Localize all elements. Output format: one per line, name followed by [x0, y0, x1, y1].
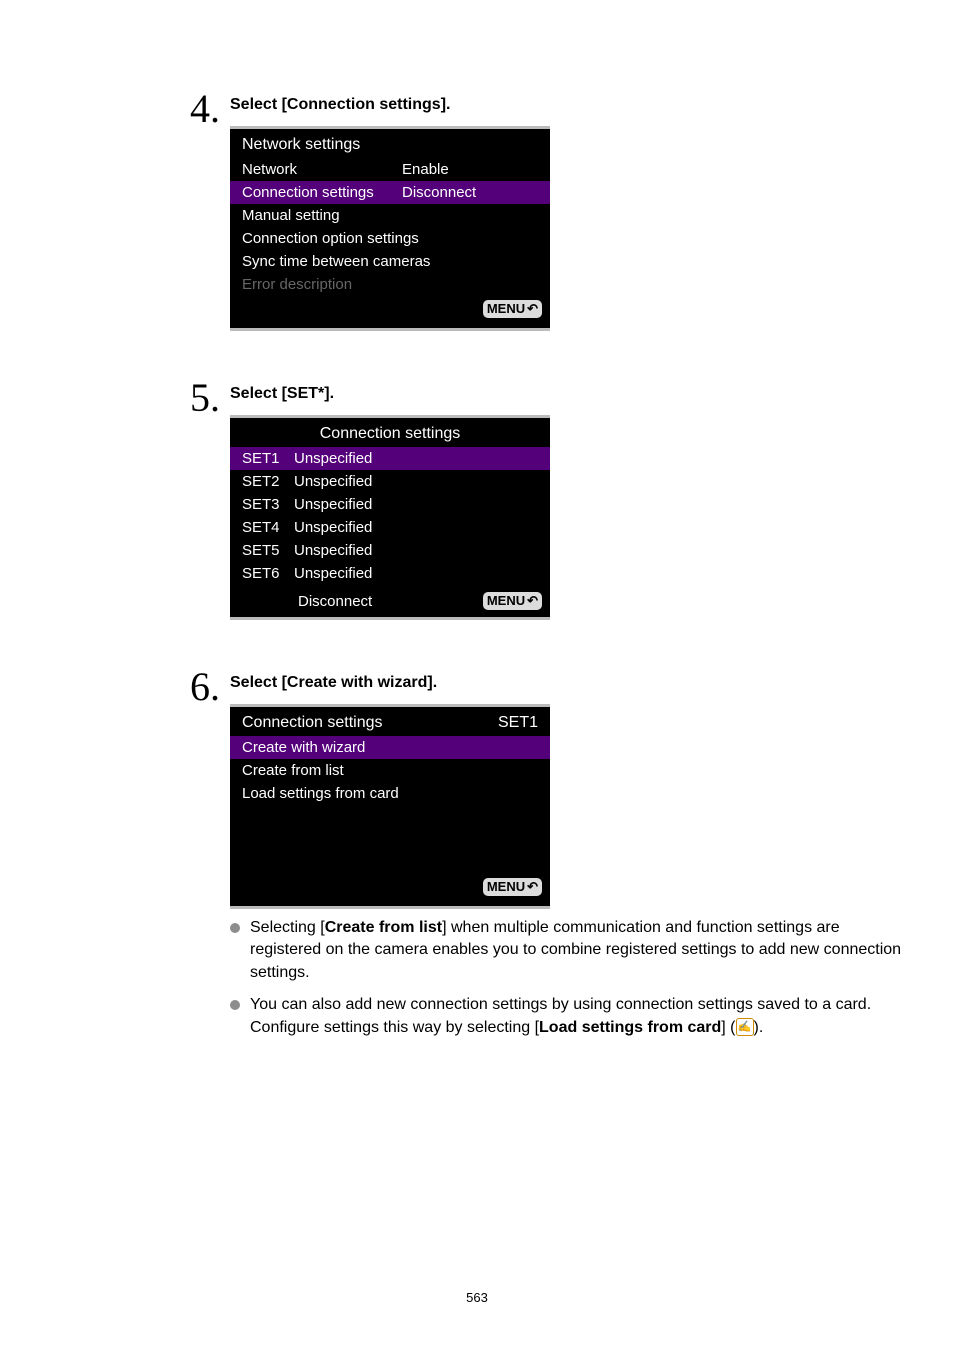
menu-back-badge[interactable]: MENU↶: [483, 300, 542, 318]
step-body: Select [Connection settings]. Network se…: [230, 90, 954, 339]
menu-item-value: Disconnect: [402, 184, 476, 201]
note-text: Selecting [Create from list] when multip…: [250, 917, 914, 984]
menu-label: MENU: [487, 301, 525, 317]
slot-label: SET6: [242, 565, 294, 582]
menu-item-load-settings-from-card[interactable]: Load settings from card: [230, 782, 550, 805]
slot-label: SET3: [242, 496, 294, 513]
screen-title-right: SET1: [498, 714, 538, 732]
menu-item-create-from-list[interactable]: Create from list: [230, 759, 550, 782]
menu-back-badge[interactable]: MENU↶: [483, 878, 542, 896]
screen-title: Connection settings: [230, 418, 550, 447]
menu-item-manual-setting[interactable]: Manual setting: [230, 204, 550, 227]
screen-title-row: Connection settings SET1: [230, 707, 550, 736]
screen-footer: MENU↶: [230, 874, 550, 906]
step-5: 5. Select [SET*]. Connection settings SE…: [170, 379, 954, 628]
page-number: 563: [0, 1290, 954, 1305]
menu-item-label: Network: [242, 161, 402, 178]
screen-title: Connection settings: [242, 714, 383, 731]
menu-item-empty: [230, 828, 550, 851]
menu-item-label: Connection settings: [242, 184, 402, 201]
slot-value: Unspecified: [294, 473, 372, 490]
screen-title: Network settings: [230, 129, 550, 158]
menu-item-connection-settings[interactable]: Connection settings Disconnect: [230, 181, 550, 204]
step-title: Select [SET*].: [230, 385, 954, 403]
slot-label: SET1: [242, 450, 294, 467]
bullet-icon: [230, 1000, 240, 1010]
back-icon: ↶: [527, 879, 538, 895]
camera-screen-connection-settings-list: Connection settings SET1 Unspecified SET…: [230, 415, 550, 620]
menu-back-badge[interactable]: MENU↶: [483, 592, 542, 610]
step-6: 6. Select [Create with wizard]. Connecti…: [170, 668, 954, 1049]
menu-item-value: Enable: [402, 161, 449, 178]
disconnect-button[interactable]: Disconnect: [238, 593, 372, 610]
back-icon: ↶: [527, 593, 538, 609]
set-slot-2[interactable]: SET2 Unspecified: [230, 470, 550, 493]
slot-label: SET4: [242, 519, 294, 536]
slot-value: Unspecified: [294, 565, 372, 582]
slot-value: Unspecified: [294, 450, 372, 467]
set-slot-1[interactable]: SET1 Unspecified: [230, 447, 550, 470]
set-slot-6[interactable]: SET6 Unspecified: [230, 562, 550, 585]
slot-value: Unspecified: [294, 542, 372, 559]
menu-item-network[interactable]: Network Enable: [230, 158, 550, 181]
screen-footer: Disconnect MENU↶: [230, 585, 550, 617]
step-body: Select [SET*]. Connection settings SET1 …: [230, 379, 954, 628]
step-number: 6.: [170, 668, 220, 706]
menu-item-error-description: Error description: [230, 273, 550, 296]
slot-label: SET2: [242, 473, 294, 490]
step-4: 4. Select [Connection settings]. Network…: [170, 90, 954, 339]
menu-item-create-with-wizard[interactable]: Create with wizard: [230, 736, 550, 759]
menu-item-connection-option-settings[interactable]: Connection option settings: [230, 227, 550, 250]
back-icon: ↶: [527, 301, 538, 317]
menu-item-empty: [230, 851, 550, 874]
step-notes: Selecting [Create from list] when multip…: [230, 917, 914, 1039]
menu-item-empty: [230, 805, 550, 828]
set-slot-4[interactable]: SET4 Unspecified: [230, 516, 550, 539]
bullet-icon: [230, 923, 240, 933]
step-title: Select [Create with wizard].: [230, 674, 954, 692]
slot-label: SET5: [242, 542, 294, 559]
menu-label: MENU: [487, 593, 525, 609]
step-title: Select [Connection settings].: [230, 96, 954, 114]
note-item: You can also add new connection settings…: [230, 994, 914, 1039]
link-icon[interactable]: ✍: [736, 1018, 754, 1036]
set-slot-3[interactable]: SET3 Unspecified: [230, 493, 550, 516]
step-body: Select [Create with wizard]. Connection …: [230, 668, 954, 1049]
note-text: You can also add new connection settings…: [250, 994, 914, 1039]
menu-item-sync-time[interactable]: Sync time between cameras: [230, 250, 550, 273]
set-slot-5[interactable]: SET5 Unspecified: [230, 539, 550, 562]
slot-value: Unspecified: [294, 519, 372, 536]
camera-screen-network-settings: Network settings Network Enable Connecti…: [230, 126, 550, 331]
menu-label: MENU: [487, 879, 525, 895]
step-number: 4.: [170, 90, 220, 128]
note-item: Selecting [Create from list] when multip…: [230, 917, 914, 984]
step-number: 5.: [170, 379, 220, 417]
slot-value: Unspecified: [294, 496, 372, 513]
camera-screen-connection-settings-set1: Connection settings SET1 Create with wiz…: [230, 704, 550, 909]
screen-footer: MENU↶: [230, 296, 550, 328]
